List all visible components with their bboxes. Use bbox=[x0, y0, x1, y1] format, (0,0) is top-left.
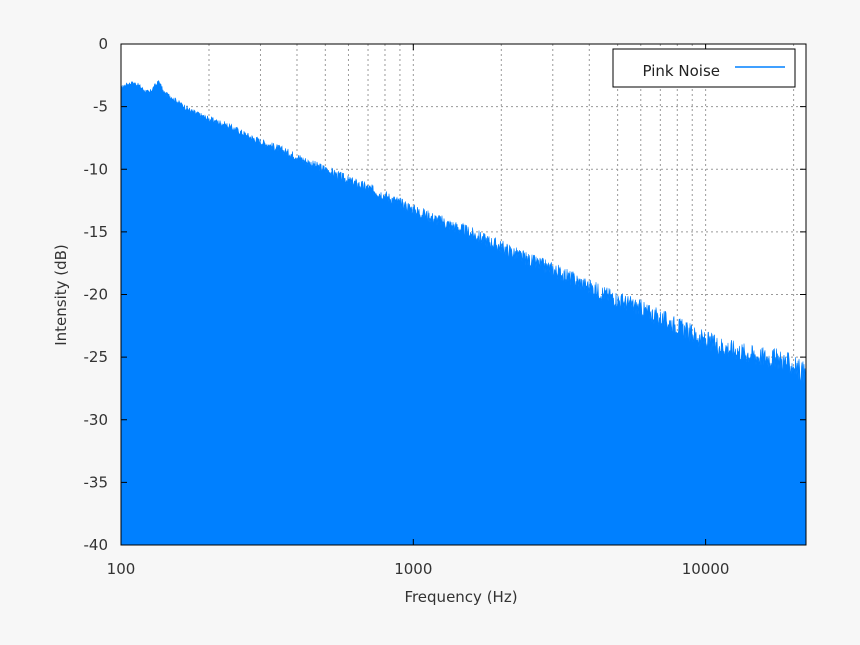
y-tick-label: -5 bbox=[93, 98, 108, 116]
x-axis-label: Frequency (Hz) bbox=[404, 588, 517, 606]
y-tick-label: -20 bbox=[84, 286, 109, 304]
y-tick-label: -30 bbox=[84, 411, 109, 429]
y-axis-label: Intensity (dB) bbox=[52, 244, 70, 346]
y-tick-label: -10 bbox=[84, 160, 109, 178]
legend-box bbox=[612, 48, 796, 88]
legend: Pink Noise bbox=[612, 48, 796, 88]
pink-noise-area bbox=[120, 79, 807, 546]
x-tick-label: 1000 bbox=[394, 560, 432, 578]
x-tick-label: 10000 bbox=[682, 560, 730, 578]
legend-entry-label: Pink Noise bbox=[643, 62, 720, 80]
tick-labels: 0 -5 -10 -15 -20 -25 -30 -35 -40 100 1000 10000 bbox=[84, 35, 806, 578]
y-tick-label: -35 bbox=[84, 473, 109, 491]
x-tick-label: 100 bbox=[107, 560, 136, 578]
series-layer bbox=[120, 79, 807, 546]
y-tick-label: -25 bbox=[84, 348, 109, 366]
y-tick-label: 0 bbox=[98, 35, 108, 53]
y-tick-label: -15 bbox=[84, 223, 109, 241]
y-tick-label: -40 bbox=[84, 536, 109, 554]
